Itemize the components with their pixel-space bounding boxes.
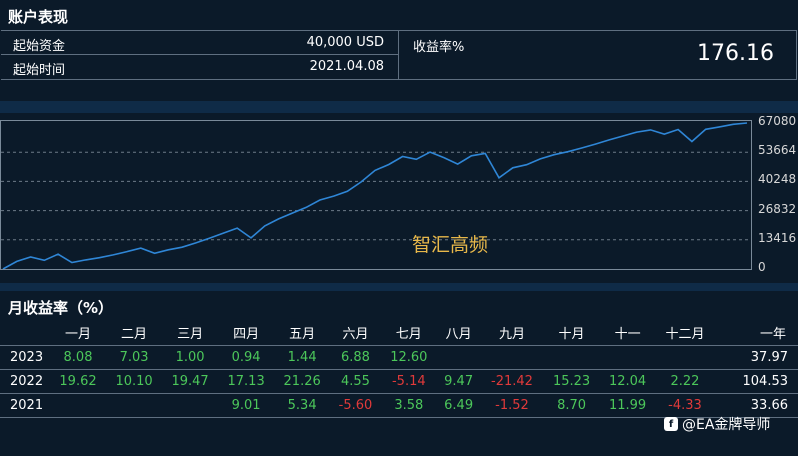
return-rate-label: 收益率% [413,40,465,55]
month-return-cell: 6.88 [330,345,381,370]
start-time-row: 起始时间 2021.04.08 [1,55,398,80]
month-return-cell: 7.03 [106,345,163,370]
section-divider [0,101,798,113]
month-return-cell: 6.49 [436,393,481,418]
month-return-cell [162,393,219,418]
header-year-col [0,321,50,346]
header-month-col: 七月 [380,321,437,346]
y-tick-label: 53664 [758,143,797,158]
month-return-cell: 15.23 [543,369,600,394]
y-tick-label: 13416 [758,230,797,245]
header-month-col: 四月 [218,321,275,346]
month-return-cell: 1.44 [274,345,331,370]
header-month-col: 十月 [543,321,600,346]
monthly-returns-title: 月收益率（%） [8,299,114,317]
row-year: 2022 [0,369,50,394]
start-funds-row: 起始资金 40,000 USD [1,30,398,55]
header-month-col: 一年 [714,321,798,346]
month-return-cell: 5.34 [274,393,331,418]
month-return-cell [480,345,544,370]
month-return-cell: 10.10 [106,369,163,394]
header-month-col: 九月 [480,321,544,346]
month-return-cell: 3.58 [380,393,437,418]
brand-text: @EA金牌导师 [682,417,771,433]
year-total-cell: 33.66 [714,393,798,418]
header-month-col: 一月 [50,321,107,346]
header-month-col: 五月 [274,321,331,346]
monthly-returns-table: 一月 二月 三月 四月 五月 六月 七月 八月 九月 十月 十一 十二月 一年 2023 8.08 7.03… [0,321,798,418]
y-tick-label: 26832 [758,201,797,216]
month-return-cell: -5.14 [380,369,437,394]
header-month-col: 六月 [330,321,381,346]
header-month-col: 二月 [106,321,163,346]
month-return-cell: 0.94 [218,345,275,370]
month-return-cell: 12.04 [599,369,656,394]
table-row: 2023 8.08 7.03 1.00 0.94 1.44 6.88 12.60 37.97 [0,345,798,370]
month-return-cell: 1.00 [162,345,219,370]
month-return-cell [543,345,600,370]
account-section-title: 账户表现 [8,8,69,26]
start-funds-label: 起始资金 [13,39,66,54]
month-return-cell [436,345,481,370]
return-rate-panel: 收益率% 176.16 [398,30,797,80]
month-return-cell [599,345,656,370]
month-return-cell: -5.60 [330,393,381,418]
equity-line [2,122,748,269]
y-tick-label: 67080 [758,114,797,128]
start-time-label: 起始时间 [13,63,66,78]
table-header-row: 一月 二月 三月 四月 五月 六月 七月 八月 九月 十月 十一 十二月 一年 [0,321,798,346]
month-return-cell: 9.01 [218,393,275,418]
equity-chart-svg [1,122,751,269]
return-rate-value: 176.16 [697,41,774,66]
app-logo-icon: f [664,417,678,431]
start-funds-value: 40,000 USD [306,35,384,50]
header-month-col: 三月 [162,321,219,346]
month-return-cell: -1.52 [480,393,544,418]
month-return-cell: 17.13 [218,369,275,394]
month-return-cell: 19.62 [50,369,107,394]
table-row: 2021 9.01 5.34 -5.60 3.58 6.49 -1.52 8.70 11.99-… [0,393,798,418]
month-return-cell: 8.08 [50,345,107,370]
month-return-cell: -21.42 [480,369,544,394]
month-return-cell: 8.70 [543,393,600,418]
chart-watermark: 智汇高频 [412,234,489,256]
equity-chart [0,120,752,270]
y-tick-label: 0 [758,260,766,274]
month-return-cell [106,393,163,418]
month-return-cell: 19.47 [162,369,219,394]
month-return-cell: 12.60 [380,345,437,370]
month-return-cell [655,345,715,370]
header-month-col: 八月 [436,321,481,346]
header-month-col: 十二月 [655,321,715,346]
month-return-cell: 9.47 [436,369,481,394]
month-return-cell: 21.26 [274,369,331,394]
month-return-cell [50,393,107,418]
month-return-cell: 2.22 [655,369,715,394]
month-return-cell: -4.33 [655,393,715,418]
row-year: 2021 [0,393,50,418]
section-divider [0,283,798,291]
y-tick-label: 40248 [758,172,797,187]
year-total-cell: 104.53 [714,369,798,394]
brand-watermark: f @EA金牌导师 [664,414,770,434]
month-return-cell: 11.99 [599,393,656,418]
month-return-cell: 4.55 [330,369,381,394]
start-time-value: 2021.04.08 [309,59,384,74]
table-row: 2022 19.62 10.10 19.47 17.13 21.26 4.55 -5.14 9.… [0,369,798,394]
header-month-col: 十一 [599,321,656,346]
year-total-cell: 37.97 [714,345,798,370]
row-year: 2023 [0,345,50,370]
